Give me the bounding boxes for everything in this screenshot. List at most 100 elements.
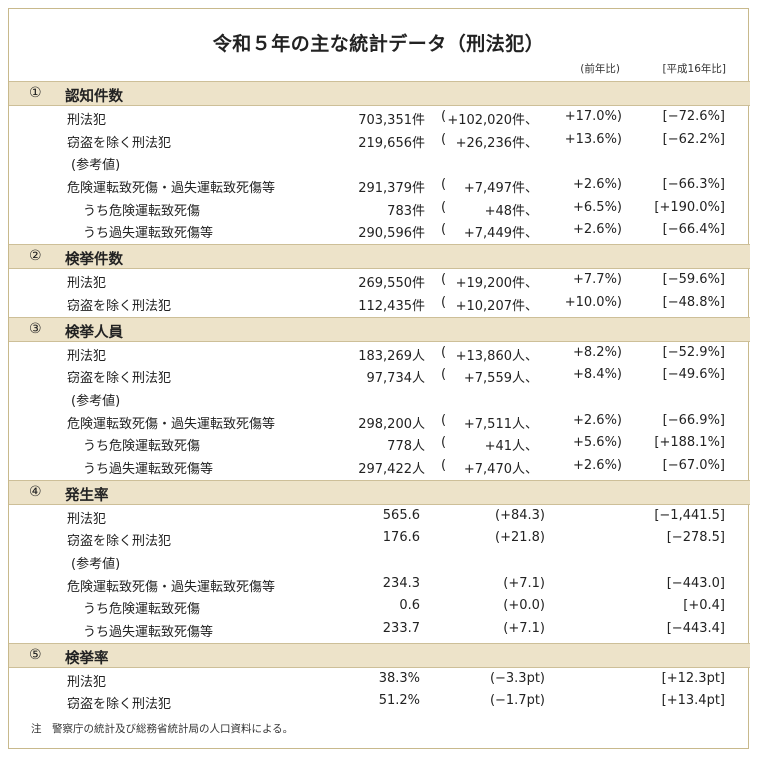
year-change: +7,497件、	[463, 181, 538, 197]
section-number: ④	[29, 483, 42, 500]
table-row: 刑法犯 269,550件 (+19,200件、 +7.7%) [−59.6%]	[9, 269, 750, 292]
table-row: うち過失運転致死傷等 233.7 (+7.1) [−443.4]	[9, 618, 750, 641]
year-change: +41人、	[484, 439, 538, 455]
table-row: 窃盗を除く刑法犯 51.2% (−1.7pt) [+13.4pt]	[9, 690, 750, 713]
h16-change: [+188.1%]	[654, 435, 725, 451]
table-row: 窃盗を除く刑法犯 219,656件 (+26,236件、 +13.6%) [−62.2%…	[9, 129, 750, 152]
h16-change: [+0.4]	[683, 598, 725, 614]
h16-change: [−52.9%]	[662, 344, 725, 360]
section-title: 検挙率	[65, 650, 109, 667]
row-label: 刑法犯	[67, 674, 107, 690]
year-change: (+7.1)	[503, 575, 545, 591]
year-change-percent: +8.2%)	[573, 344, 622, 360]
row-label: (参考値)	[71, 393, 121, 409]
section-number: ③	[29, 320, 42, 337]
row-label: うち危険運転致死傷	[83, 602, 201, 618]
table-row: 刑法犯 565.6 (+84.3) [−1,441.5]	[9, 505, 750, 528]
table-row: 危険運転致死傷・過失運転致死傷等 298,200人 ( +7,511人、 +2.6%) […	[9, 410, 750, 433]
year-change-percent: +7.7%)	[573, 272, 622, 288]
row-value: 565.6	[382, 507, 420, 523]
table-row: 危険運転致死傷・過失運転致死傷等 234.3 (+7.1) [−443.0]	[9, 573, 750, 596]
table-row: うち危険運転致死傷 783件 (+48件、 +6.5%) [+190.0%]	[9, 197, 750, 220]
section-number: ①	[29, 85, 42, 101]
table-row: 刑法犯 38.3% (−3.3pt) [+12.3pt]	[9, 668, 750, 691]
table-row: うち過失運転致死傷等 290,596件 (+7,449件、 +2.6%) [−66.4%…	[9, 219, 750, 242]
h16-change: [−72.6%]	[662, 109, 725, 124]
h16-change: [+13.4pt]	[661, 693, 725, 709]
year-change: (+21.8)	[495, 530, 545, 546]
row-label: 窃盗を除く刑法犯	[67, 371, 172, 387]
row-value: 298,200人	[358, 416, 425, 432]
row-label: 窃盗を除く刑法犯	[67, 298, 172, 314]
row-value: 97,734人	[366, 371, 426, 387]
open-paren: (	[441, 367, 447, 383]
year-change-percent: +13.6%)	[564, 131, 622, 147]
section-title: 認知件数	[65, 89, 123, 105]
row-label: 窃盗を除く刑法犯	[67, 534, 172, 550]
h16-change: [−62.2%]	[662, 131, 725, 147]
open-paren: (	[441, 412, 447, 428]
row-value: 112,435件	[358, 298, 425, 314]
row-value: 290,596件	[358, 226, 425, 242]
h16-change: [+190.0%]	[654, 199, 725, 215]
open-paren: (	[441, 131, 447, 147]
h16-change: [−49.6%]	[662, 367, 725, 383]
h16-change: [−443.4]	[666, 621, 725, 637]
h16-change: [−59.6%]	[662, 272, 725, 288]
year-change-percent: +6.5%)	[573, 199, 622, 215]
year-change: +7,449件、	[463, 226, 538, 242]
year-change-percent: +5.6%)	[573, 435, 622, 451]
row-label: 窃盗を除く刑法犯	[67, 135, 172, 151]
table-row: 危険運転致死傷・過失運転致死傷等 291,379件 (+7,497件、 +2.6%) […	[9, 174, 750, 197]
table-row: うち危険運転致死傷 0.6 (+0.0) [+0.4]	[9, 595, 750, 618]
sections-container: ① 認知件数 刑法犯 703,351件(+102,020件、 +17.0%) [−72.6…	[9, 79, 750, 713]
table-row: (参考値)	[9, 550, 750, 573]
row-value: 778人	[387, 439, 425, 455]
year-change: +7,511人、	[463, 416, 538, 432]
row-value: 51.2%	[378, 693, 420, 709]
row-value: 269,550件	[358, 276, 425, 292]
open-paren: (	[441, 344, 447, 360]
h16-change: [−67.0%]	[662, 457, 725, 473]
footnote: 注 警察庁の統計及び総務省統計局の人口資料による。	[31, 723, 294, 735]
year-change: +102,020件、	[447, 113, 538, 128]
section-header: ④ 発生率	[9, 479, 750, 505]
row-label: 刑法犯	[67, 113, 107, 128]
open-paren: (	[441, 109, 447, 124]
open-paren: (	[441, 177, 447, 193]
year-change: +7,470人、	[463, 461, 538, 477]
open-paren: (	[441, 457, 447, 473]
row-value: 291,379件	[358, 181, 425, 197]
table-row: 刑法犯 703,351件 (+102,020件、 +17.0%) [−72.6%]	[9, 106, 750, 129]
year-change: (−1.7pt)	[489, 693, 545, 709]
section-header: ⑤ 検挙率	[9, 642, 750, 668]
row-value: 783件	[387, 203, 425, 219]
section-number: ②	[29, 248, 42, 265]
h16-change: [−66.3%]	[662, 177, 725, 193]
page-title: 令和５年の主な統計データ（刑法犯）	[212, 33, 545, 55]
row-value: 38.3%	[378, 670, 420, 686]
h16-change: [−66.4%]	[662, 222, 725, 238]
row-label: 刑法犯	[67, 348, 107, 364]
table-row: 窃盗を除く刑法犯 176.6 (+21.8) [−278.5]	[9, 527, 750, 550]
h16-change: [−1,441.5]	[654, 507, 725, 523]
year-change-percent: +2.6%)	[573, 412, 622, 428]
h16-change: [−66.9%]	[662, 412, 725, 428]
year-change-percent: +2.6%)	[573, 457, 622, 473]
year-change: (+84.3)	[495, 507, 545, 523]
year-change: (+7.1)	[503, 621, 545, 637]
year-change: +13,860人、	[455, 348, 538, 364]
h16-change: [+12.3pt]	[661, 670, 725, 686]
year-change: (+0.0)	[503, 598, 545, 614]
row-value: 0.6	[399, 598, 420, 614]
section-title: 検挙件数	[65, 252, 123, 269]
row-label: うち危険運転致死傷	[83, 439, 201, 455]
row-value: 234.3	[382, 575, 420, 591]
section-header: ② 検挙件数	[9, 244, 750, 270]
column-header-h16: [平成16年比]	[662, 63, 726, 75]
year-change-percent: +17.0%)	[564, 109, 622, 124]
h16-change: [−443.0]	[666, 575, 725, 591]
table-row: (参考値)	[9, 387, 750, 410]
open-paren: (	[441, 294, 447, 310]
row-label: 危険運転致死傷・過失運転致死傷等	[67, 416, 276, 432]
